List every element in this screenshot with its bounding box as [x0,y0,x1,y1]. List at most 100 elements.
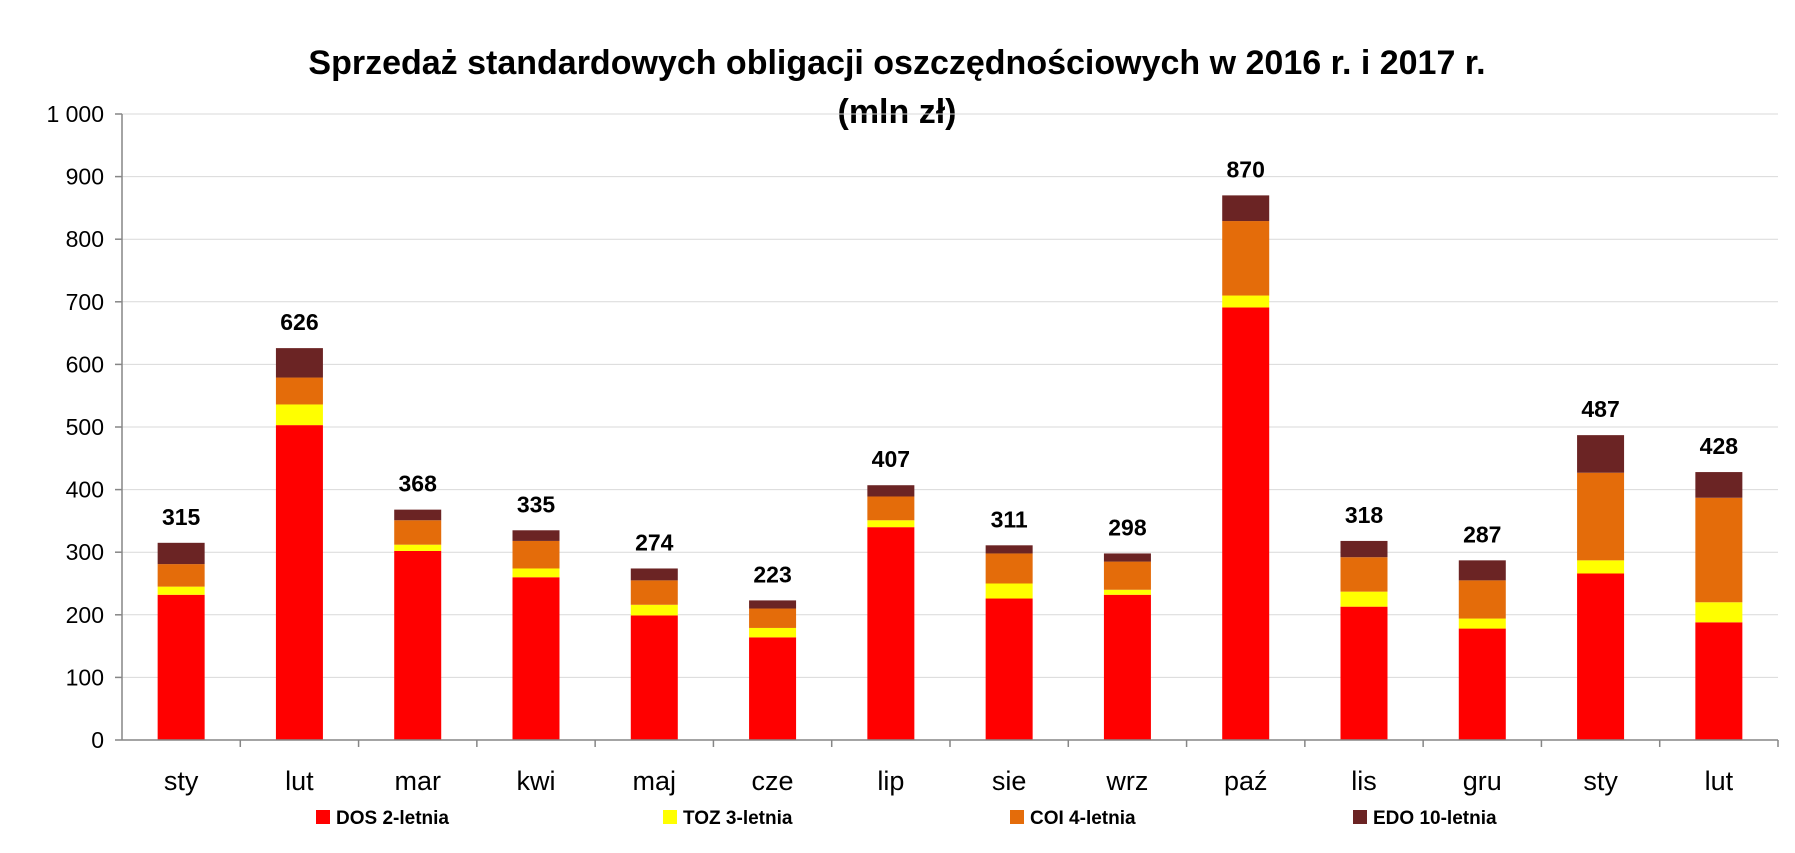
y-tick-label: 600 [66,351,104,377]
bar-segment [275,425,323,740]
bar-segment [1458,628,1506,740]
bar-segment [512,540,560,569]
total-label: 274 [635,529,674,555]
bar-segment [867,520,915,528]
y-tick-label: 100 [66,664,104,690]
x-tick-label: lis [1351,766,1377,796]
bar-segment [1577,472,1625,561]
bar-segment [157,586,205,595]
bar-segment [749,627,797,638]
x-tick-label: lut [285,766,314,796]
y-tick-label: 500 [66,414,104,440]
x-tick-label: paź [1224,766,1268,796]
x-tick-label: cze [752,766,794,796]
bar-segment [275,377,323,405]
bar-segment [1695,602,1743,623]
legend-label: EDO 10-letnia [1373,808,1497,829]
bar-segment [1340,606,1388,740]
bar-segment [1340,557,1388,592]
y-tick-label: 1 000 [46,101,104,127]
bar-segment [512,568,560,578]
x-tick-label: lut [1705,766,1734,796]
bar-segment [1458,560,1506,581]
x-tick-label: lip [877,766,904,796]
bar-segment [749,600,797,609]
y-axis: 0 100 200 300 400 500 600 700 800 900 1 000 [46,101,123,753]
bar-segment [394,544,442,551]
total-label: 487 [1581,396,1619,422]
total-label: 311 [991,506,1028,532]
legend-swatch [1010,810,1024,824]
legend-item: EDO 10-letnia [1353,808,1497,829]
total-label: 368 [399,471,438,497]
total-label: 298 [1108,514,1147,540]
total-label: 626 [280,309,318,335]
x-tick-label: sie [992,766,1027,796]
chart-subtitle: (mln zł) [838,93,957,131]
y-tick-label: 400 [66,477,104,503]
bar-segment [1577,573,1625,740]
x-tick-label: gru [1463,766,1502,796]
total-label: 315 [162,504,201,530]
bar-segment [157,594,205,740]
x-tick-label: sty [164,766,199,796]
bar-segment [867,527,915,740]
bar-segment [630,568,678,581]
legend-label: TOZ 3-letnia [683,808,793,829]
bar-segment [1103,594,1151,740]
y-tick-label: 900 [66,164,104,190]
bar-segment [749,608,797,628]
total-label: 287 [1463,521,1501,547]
total-label: 318 [1345,502,1384,528]
bar-segment [985,598,1033,740]
legend-item: DOS 2-letnia [316,808,449,829]
gridlines [122,113,1778,678]
bar-segment [1695,472,1743,498]
bar-segment [630,604,678,616]
bar-segment [630,580,678,605]
legend-swatch [1353,810,1367,824]
bar-segment [985,583,1033,599]
y-tick-label: 800 [66,226,104,252]
bar-segment [512,577,560,740]
total-label: 335 [517,491,556,517]
bar-segment [985,553,1033,584]
bar-segment [275,348,323,378]
chart-title: Sprzedaż standardowych obligacji oszczęd… [308,44,1485,82]
bar-segment [867,485,915,497]
x-tick-label: maj [633,766,677,796]
bar-segment [1222,221,1270,296]
bar-segment [1340,540,1388,558]
bar-segment [1577,560,1625,574]
bar-segment [394,509,442,521]
bar-segment [1103,589,1151,595]
legend-label: COI 4-letnia [1030,808,1136,829]
bar-segment [512,530,560,541]
y-tick-label: 700 [66,289,104,315]
bar-segment [1103,553,1151,562]
total-labels: 315 626 368 335 274 223 407 311 298 870 318 287 487 4… [162,156,1738,587]
bar-segment [275,404,323,426]
bar-segment [1222,295,1270,308]
bar-segment [1222,195,1270,222]
x-tick-label: wrz [1105,766,1148,796]
x-axis: sty lut mar kwi maj cze lip sie wrz paź lis gru sty l… [122,739,1779,796]
y-tick-label: 200 [66,602,104,628]
bar-segment [1103,561,1151,590]
legend-item: TOZ 3-letnia [663,808,793,829]
legend-label: DOS 2-letnia [336,808,449,829]
bars [157,195,1743,740]
y-tick-label: 0 [91,727,104,753]
bar-segment [157,542,205,565]
x-tick-label: mar [394,766,441,796]
total-label: 870 [1227,156,1265,182]
total-label: 428 [1700,433,1739,459]
bar-segment [1458,618,1506,629]
bar-segment [867,496,915,521]
bar-segment [985,545,1033,554]
legend-swatch [316,810,330,824]
total-label: 407 [872,446,910,472]
bar-segment [157,564,205,587]
bar-segment [1695,497,1743,603]
bar-segment [1222,307,1270,740]
